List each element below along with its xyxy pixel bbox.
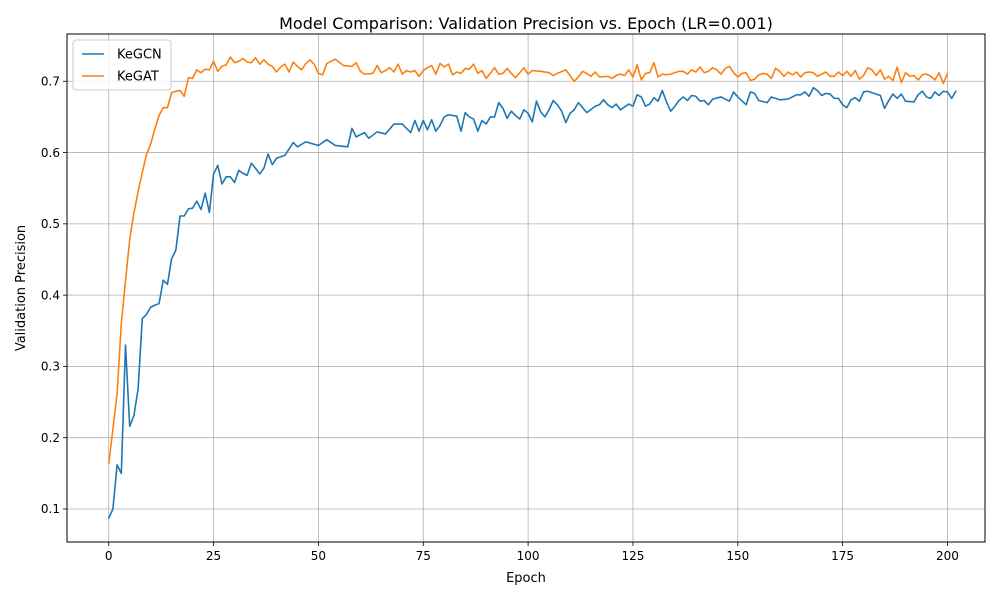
y-tick-label: 0.6 (41, 146, 60, 160)
x-tick-label: 0 (105, 549, 113, 563)
y-tick-label: 0.1 (41, 502, 60, 516)
legend-label-kegcn: KeGCN (117, 48, 162, 63)
x-tick-label: 75 (416, 549, 431, 563)
x-tick-label: 175 (831, 549, 854, 563)
plot-area (67, 34, 985, 542)
x-tick-label: 150 (726, 549, 749, 563)
x-tick-label: 200 (936, 549, 959, 563)
y-tick-label: 0.5 (41, 217, 60, 231)
x-tick-label: 125 (621, 549, 644, 563)
y-axis-label: Validation Precision (14, 225, 29, 351)
chart-title: Model Comparison: Validation Precision v… (279, 14, 773, 33)
x-tick-label: 50 (311, 549, 326, 563)
series-layer (107, 56, 957, 520)
x-axis-label: Epoch (506, 571, 546, 586)
plot-frame (66, 33, 986, 543)
legend: KeGCN KeGAT (72, 39, 172, 91)
series-line-kegat (107, 56, 949, 465)
legend-frame (72, 39, 172, 91)
y-tick-label: 0.2 (41, 431, 60, 445)
x-tick-label: 25 (206, 549, 221, 563)
series-line-kegcn (107, 86, 957, 520)
grid-lines (67, 34, 985, 542)
legend-label-kegat: KeGAT (117, 70, 159, 85)
y-tick-label: 0.4 (41, 288, 60, 302)
y-tick-label: 0.3 (41, 360, 60, 374)
y-tick-label: 0.7 (41, 74, 60, 88)
x-tick-label: 100 (517, 549, 540, 563)
axis-ticks: 0 25 50 75 100 125 150 175 200 0.1 0.2 0.3 0.4 0.5 0.6… (41, 74, 959, 563)
